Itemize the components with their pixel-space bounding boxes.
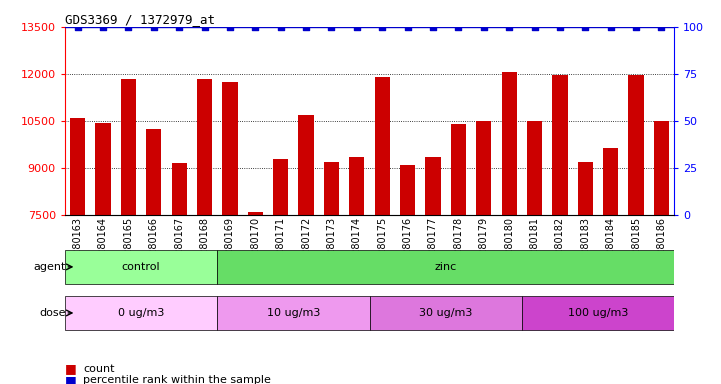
Bar [502,72,517,384]
Point [173,24,185,30]
Point [428,24,439,30]
Point [351,24,363,30]
Text: GSM280166: GSM280166 [149,217,159,276]
Point [655,24,667,30]
Point [453,24,464,30]
Text: count: count [83,364,115,374]
Text: GSM280168: GSM280168 [200,217,210,276]
Bar [400,165,415,384]
Text: 30 ug/m3: 30 ug/m3 [419,308,472,318]
Text: 10 ug/m3: 10 ug/m3 [267,308,320,318]
Text: GSM280171: GSM280171 [275,217,286,276]
Bar [95,122,110,384]
Text: GSM280170: GSM280170 [250,217,260,276]
Point [402,24,413,30]
Text: GSM280185: GSM280185 [631,217,641,276]
Point [97,24,109,30]
Bar [476,121,492,384]
Text: percentile rank within the sample: percentile rank within the sample [83,375,271,384]
Bar [603,147,619,384]
Text: GSM280182: GSM280182 [555,217,565,276]
Text: agent: agent [33,262,66,272]
Point [478,24,490,30]
Text: GSM280175: GSM280175 [377,217,387,276]
Text: control: control [122,262,160,272]
Bar [197,79,212,384]
Text: 100 ug/m3: 100 ug/m3 [568,308,628,318]
Bar [578,162,593,384]
Bar [65,250,217,284]
Text: GSM280183: GSM280183 [580,217,590,276]
Text: GSM280181: GSM280181 [529,217,539,276]
Text: GSM280174: GSM280174 [352,217,362,276]
Bar [629,76,644,384]
Text: 0 ug/m3: 0 ug/m3 [118,308,164,318]
Bar [527,121,542,384]
Text: dose: dose [39,308,66,318]
Text: GSM280167: GSM280167 [174,217,184,276]
Bar [425,157,441,384]
Point [300,24,311,30]
Bar [552,76,567,384]
Point [630,24,642,30]
Text: ■: ■ [65,362,76,375]
Bar [654,121,669,384]
Text: GSM280169: GSM280169 [225,217,235,276]
Point [72,24,84,30]
Point [249,24,261,30]
Point [528,24,540,30]
Bar [298,115,314,384]
Point [326,24,337,30]
Point [554,24,566,30]
Text: zinc: zinc [435,262,457,272]
Bar [273,159,288,384]
Bar [248,212,263,384]
Bar [451,124,466,384]
Text: GSM280176: GSM280176 [402,217,412,276]
Bar [375,77,390,384]
Text: GSM280163: GSM280163 [73,217,83,276]
Text: GSM280164: GSM280164 [98,217,108,276]
Point [275,24,286,30]
Text: GSM280177: GSM280177 [428,217,438,276]
Bar [172,163,187,384]
Text: GSM280178: GSM280178 [454,217,464,276]
Bar [65,296,217,330]
Bar [522,296,674,330]
Point [503,24,515,30]
Text: GSM280180: GSM280180 [504,217,514,276]
Bar [349,157,364,384]
Bar [369,296,522,330]
Text: GSM280172: GSM280172 [301,217,311,276]
Bar [217,250,674,284]
Text: GSM280165: GSM280165 [123,217,133,276]
Text: GSM280173: GSM280173 [327,217,337,276]
Point [580,24,591,30]
Text: GSM280186: GSM280186 [656,217,666,276]
Text: GDS3369 / 1372979_at: GDS3369 / 1372979_at [65,13,215,26]
Text: GSM280179: GSM280179 [479,217,489,276]
Bar [120,79,136,384]
Bar [222,82,237,384]
Point [605,24,616,30]
Bar [70,118,85,384]
Bar [324,162,339,384]
Bar [217,296,369,330]
Point [376,24,388,30]
Point [148,24,159,30]
Point [123,24,134,30]
Point [224,24,236,30]
Bar [146,129,162,384]
Text: GSM280184: GSM280184 [606,217,616,276]
Text: ■: ■ [65,374,76,384]
Point [199,24,211,30]
